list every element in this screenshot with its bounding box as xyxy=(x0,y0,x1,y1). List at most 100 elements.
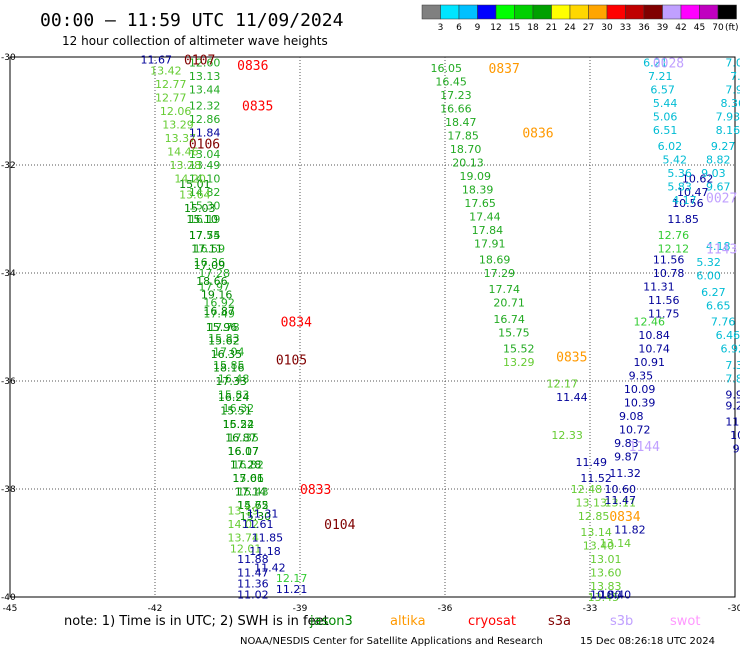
swh-value: 17.28 xyxy=(230,459,262,472)
swh-value: 16.48 xyxy=(218,372,250,385)
colorbar-swatch xyxy=(440,4,460,20)
colorbar-swatch xyxy=(625,4,645,20)
colorbar-swatch xyxy=(421,4,441,20)
swh-value: 12.48 xyxy=(571,483,603,496)
swh-value: 19.09 xyxy=(460,170,492,183)
swh-value: 11.88 xyxy=(237,553,269,566)
pass-time-label: 0107 xyxy=(184,54,215,69)
swh-value: 16.17 xyxy=(228,445,260,458)
x-tick-label: -42 xyxy=(148,604,163,614)
swh-value: 17.35 xyxy=(228,432,260,445)
swh-value: 10.74 xyxy=(638,343,670,356)
pass-time-label: 1144 xyxy=(629,440,660,455)
swh-value: 10.78 xyxy=(653,267,685,280)
swh-value: 11.56 xyxy=(648,294,680,307)
swh-value: 5.36 xyxy=(667,167,692,180)
swh-value: 7.76 xyxy=(711,316,736,329)
axis-ticks: -45 -42 -39 -36 -33 -30 -30 -32 -34 -36 -38 -40 xyxy=(1,53,740,614)
swh-value: 17.14 xyxy=(235,486,267,499)
swh-value: 10.91 xyxy=(634,356,666,369)
swh-value: 6.21 xyxy=(643,56,668,69)
legend-item: altika xyxy=(390,614,426,629)
credit: NOAA/NESDIS Center for Satellite Applica… xyxy=(240,636,543,647)
swh-value: 5.44 xyxy=(653,97,678,110)
swh-value: 9.08 xyxy=(619,410,644,423)
swh-value: 7.95 xyxy=(725,83,740,96)
swh-value: 15.66 xyxy=(232,472,263,485)
swh-value: 18.39 xyxy=(462,183,494,196)
colorbar-unit: (ft) xyxy=(725,23,739,33)
colorbar-level: 6 xyxy=(456,23,462,33)
swh-value: 11.85 xyxy=(667,213,699,226)
swh-value: 4.18 xyxy=(706,240,731,253)
colorbar-swatch xyxy=(699,4,719,20)
swh-value: 15.83 xyxy=(208,332,240,345)
colorbar-level: 30 xyxy=(601,23,613,33)
swh-value: 13.14 xyxy=(580,526,612,539)
swh-value: 11.32 xyxy=(609,467,641,480)
swh-value: 9.87 xyxy=(614,451,639,464)
swh-value: 17.09 xyxy=(194,259,226,272)
swh-value: 13.59 xyxy=(228,505,260,518)
pass-time-label: 0833 xyxy=(300,483,331,498)
swh-value: 11.61 xyxy=(242,518,274,531)
swh-value: 17.33 xyxy=(215,375,247,388)
swh-value: 7.93 xyxy=(716,110,740,123)
swh-value: 13.37 xyxy=(165,132,197,145)
swh-value: 13.60 xyxy=(590,567,622,580)
swh-value: 9.9 xyxy=(725,389,740,402)
pass-time-label: 0028 xyxy=(653,56,684,71)
pass-time-label: 1143 xyxy=(706,243,737,258)
swh-value: 13.13 xyxy=(576,497,608,510)
swh-value: 12.60 xyxy=(189,56,221,69)
swh-value: 16.07 xyxy=(228,445,260,458)
swh-value: 13.29 xyxy=(503,356,535,369)
swh-value: 15.51 xyxy=(220,405,252,418)
colorbar-level: 21 xyxy=(546,23,557,33)
swh-value: 15.96 xyxy=(206,321,238,334)
swh-value: 11.36 xyxy=(237,578,269,591)
swh-value: 17.29 xyxy=(484,267,515,280)
swh-value: 11.02 xyxy=(237,588,269,601)
swh-value: 13.64 xyxy=(179,189,211,202)
swh-value: 11. xyxy=(725,416,740,429)
swh-value: 9.2 xyxy=(725,399,740,412)
swh-value: 5.06 xyxy=(653,110,678,123)
swh-value: 14.10 xyxy=(189,173,221,186)
swh-value: 14.82 xyxy=(189,186,221,199)
y-tick-label: -34 xyxy=(1,269,16,279)
swh-value: 9.83 xyxy=(614,437,639,450)
swh-value: 13.74 xyxy=(228,532,260,545)
swh-value: 17.84 xyxy=(472,224,504,237)
swh-value: 4.17 xyxy=(672,194,697,207)
swh-value: 6.46 xyxy=(716,329,740,342)
plot-frame xyxy=(9,56,736,598)
swh-value: 5.83 xyxy=(667,181,692,194)
swh-value: 14.20 xyxy=(174,173,206,186)
swh-value: 11.21 xyxy=(276,583,308,596)
swh-value: 5.42 xyxy=(663,154,688,167)
pass-time-label: 0836 xyxy=(237,59,268,74)
swh-value: 13.11 xyxy=(605,497,637,510)
swh-value: 12.33 xyxy=(551,429,583,442)
pass-time-label: 0837 xyxy=(489,62,520,77)
swh-value: 6.51 xyxy=(653,124,678,137)
swh-value: 15.52 xyxy=(503,343,535,356)
swh-value: 11.56 xyxy=(653,254,685,267)
swh-value: 6.00 xyxy=(696,270,721,283)
pass-time-label: 0106 xyxy=(189,137,220,152)
legend-item: swot xyxy=(670,614,700,629)
swh-value: 17.85 xyxy=(447,129,479,142)
swh-value: 17.55 xyxy=(189,229,221,242)
swh-value: 9.67 xyxy=(706,181,731,194)
pass-time-label: 0027 xyxy=(706,191,737,206)
swh-value: 13.44 xyxy=(189,83,221,96)
swh-value: 17.78 xyxy=(208,321,240,334)
swh-value: 16.87 xyxy=(225,432,256,445)
swh-value: 13.83 xyxy=(590,580,622,593)
timestamp: 15 Dec 08:26:18 UTC 2024 xyxy=(580,636,715,647)
colorbar-swatch xyxy=(569,4,589,20)
colorbar-swatch xyxy=(680,4,700,20)
swh-value: 12.76 xyxy=(658,229,690,242)
